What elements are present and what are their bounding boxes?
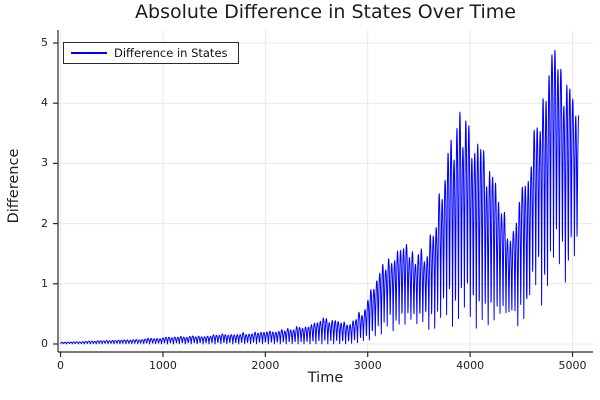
y-tick-label: 1 xyxy=(41,276,48,290)
legend: Difference in States xyxy=(63,42,239,64)
chart-title: Absolute Difference in States Over Time xyxy=(135,1,516,23)
legend-label: Difference in States xyxy=(114,46,228,60)
x-tick-label: 1000 xyxy=(148,359,177,372)
y-tick-label: 0 xyxy=(41,336,48,350)
x-tick-label: 5000 xyxy=(558,359,587,372)
y-tick-label: 5 xyxy=(41,36,48,49)
axes xyxy=(53,30,593,357)
x-tick-label: 4000 xyxy=(456,359,485,372)
y-tick-label: 2 xyxy=(41,216,48,230)
x-tick-label: 0 xyxy=(57,359,65,372)
x-tick-label: 3000 xyxy=(353,359,382,372)
x-axis-label: Time xyxy=(307,370,344,386)
y-tick-label: 4 xyxy=(41,96,48,110)
x-tick-label: 2000 xyxy=(251,359,280,372)
y-tick-label: 3 xyxy=(41,156,48,170)
gridlines xyxy=(58,30,593,352)
data-series xyxy=(60,49,580,345)
legend-line-sample xyxy=(71,52,107,54)
